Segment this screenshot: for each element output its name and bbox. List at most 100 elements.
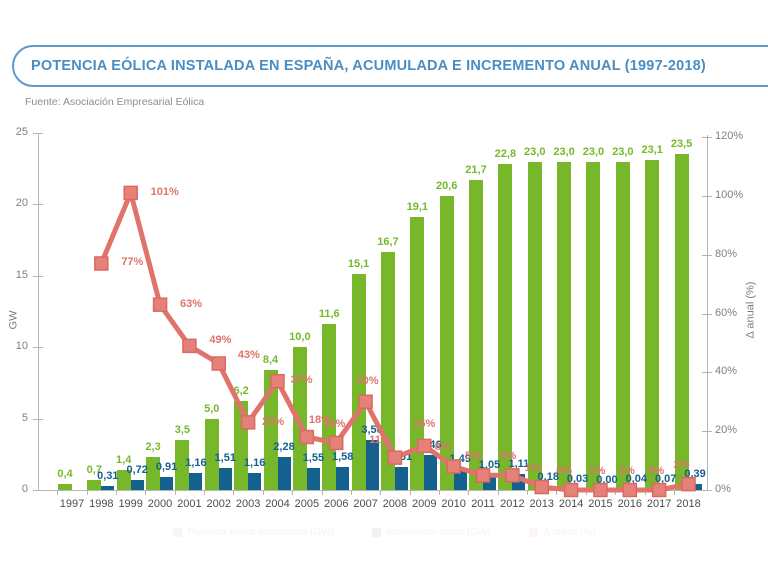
line-marker [152,297,168,312]
line-pct-label: 77% [121,256,144,269]
x-axis-tick [321,490,323,495]
bar-acumulada-label: 5,0 [204,402,220,415]
bar-acumulada [116,470,131,490]
bar-acumulada-label: 20,6 [435,179,458,192]
bar-acumulada [410,217,425,490]
line-pct-label: 0% [556,465,573,477]
right-axis-tick [702,431,712,433]
bar-acumulada [586,161,601,490]
left-axis-tick [33,204,43,206]
page-title: POTENCIA EÓLICA INSTALADA EN ESPAÑA, ACU… [31,58,706,74]
bar-incremento [130,479,144,490]
line-pct-label: 23% [262,416,285,429]
bar-acumulada-label: 10,0 [289,331,311,344]
line-pct-label: 63% [180,297,203,310]
bar-incremento-label: 0,91 [155,461,178,473]
line-marker [681,476,696,492]
bar-incremento [101,485,115,490]
legend-label: Incremento anual (GW) [386,527,491,538]
x-axis-year-label: 2004 [265,498,290,510]
line-pct-label: 8% [434,441,451,454]
right-axis-tick-label: 100% [715,188,744,201]
source-caption: Fuente: Asociación Empresarial Eólica [25,96,205,108]
legend-item: Incremento anual (GW) [371,527,491,538]
bar-acumulada-label: 2,3 [145,441,161,454]
x-axis-tick [673,490,675,495]
x-axis-year-label: 2006 [323,498,349,510]
bar-acumulada [351,274,366,490]
legend-swatch [528,528,538,537]
bar-acumulada-label: 1,4 [116,454,132,466]
bar-incremento [218,468,232,490]
x-axis-tick [204,490,206,495]
line-marker [446,459,461,474]
line-marker [534,479,549,495]
legend-item: Potencia eólica acumulada (GW) [172,527,334,538]
bar-acumulada [87,480,102,490]
x-axis-tick [57,490,59,495]
left-axis-line [38,133,39,490]
line-pct-label: 0% [618,465,635,477]
bar-acumulada [674,154,689,490]
x-axis-year-label: 1997 [59,498,85,510]
legend-label: Δ anual (%) [543,527,596,538]
x-axis-year-label: 2007 [353,498,378,510]
line-marker [622,482,638,498]
line-marker [505,468,520,483]
bar-incremento-label: 1,58 [332,451,354,464]
right-axis-tick [702,195,712,197]
x-axis-year-label: 2018 [676,498,701,510]
left-axis-tick [33,275,43,277]
line-pct-label: 18% [308,414,331,427]
x-axis-tick [438,490,440,495]
right-axis-tick [702,490,712,491]
bar-acumulada [57,484,72,490]
bar-incremento-label: 0,03 [566,473,589,485]
bar-acumulada [439,195,454,490]
bar-incremento [336,467,350,490]
left-axis-tick-label: 10 [15,340,28,353]
x-axis-year-label: 2012 [500,498,525,510]
line-marker [182,338,197,354]
left-axis-tick-label: 20 [15,197,28,210]
x-axis-tick [380,490,382,495]
left-axis-tick [33,418,43,420]
legend-swatch [172,528,182,537]
x-axis-year-label: 1999 [118,498,143,510]
x-axis-year-label: 2010 [441,498,466,510]
left-axis-tick-label: 5 [21,411,28,424]
bar-acumulada-label: 22,8 [494,148,517,161]
bar-incremento [394,467,408,490]
line-pct-label: 11% [369,433,391,446]
x-axis-year-label: 2015 [588,498,613,510]
right-axis-tick [702,137,712,138]
x-axis-year-label: 2013 [529,498,554,510]
x-axis-year-label: 2009 [412,498,437,510]
x-axis-tick [116,490,118,495]
line-pct-label: 0% [589,465,606,477]
x-axis-tick [468,490,470,495]
bar-acumulada-label: 6,2 [233,385,249,398]
x-axis-year-label: 2000 [147,498,173,510]
bar-incremento-label: 1,16 [185,457,207,470]
bar-acumulada [204,418,219,490]
left-axis-tick-label: 25 [15,126,28,138]
x-axis-tick [262,490,264,495]
line-pct-label: 2% [673,459,690,472]
bar-acumulada [175,440,190,490]
right-axis-tick-label: 0% [715,483,731,495]
x-axis-year-label: 2002 [206,498,231,510]
line-marker [387,450,403,465]
line-marker [94,256,109,271]
right-axis-tick-label: 120% [715,130,744,142]
bar-incremento-label: 0,31 [97,469,119,482]
bar-incremento-label: 0,04 [625,473,648,485]
right-axis-tick-label: 20% [715,424,738,437]
bar-acumulada-label: 23,0 [553,145,575,158]
right-axis-tick-label: 60% [715,306,738,319]
bar-incremento-label: 2,28 [273,441,295,454]
line-marker [328,435,344,451]
right-axis-tick-label: 80% [715,247,738,260]
left-axis-tick [33,490,43,491]
bar-acumulada-label: 16,7 [377,235,399,248]
